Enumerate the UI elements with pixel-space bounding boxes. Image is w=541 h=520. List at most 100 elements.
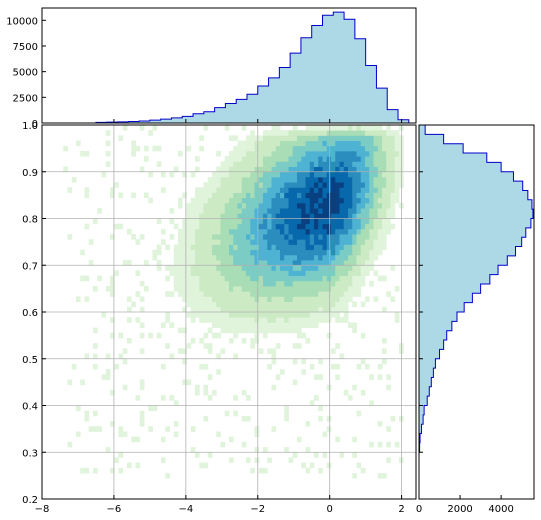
density-cell [280,280,285,287]
density-cell [352,223,357,230]
right-x-tick-label: 0 [416,504,422,515]
density-cell [258,145,264,152]
density-cell [224,254,230,261]
density-cell [360,171,366,178]
density-cell [292,343,298,349]
density-cell [382,358,387,365]
density-cell [331,171,336,178]
density-cell [178,150,183,157]
density-cell [203,125,209,131]
density-cell [229,265,234,271]
density-cell [224,275,230,282]
density-cell [318,161,323,167]
top-hist-bar [311,25,323,123]
density-cell [314,270,319,277]
density-cell [288,156,294,162]
density-cell [254,337,260,344]
density-cell [352,130,357,136]
density-cell [284,202,289,209]
density-cell [220,249,226,256]
density-cell [356,135,362,141]
density-cell [254,140,260,147]
density-cell [250,327,255,334]
density-cell [246,213,251,219]
density-cell [267,171,272,178]
density-cell [314,150,319,157]
density-cell [373,218,379,225]
density-cell [318,301,323,308]
density-cell [212,322,217,328]
density-cell [275,275,281,282]
density-cell [305,467,311,474]
density-cell [373,202,379,209]
density-cell [275,317,281,323]
density-cell [203,223,209,230]
density-cell [360,213,366,219]
density-cell [186,145,192,152]
density-cell [322,208,328,214]
density-cell [220,208,226,214]
density-cell [326,270,332,277]
density-cell [250,135,255,141]
density-cell [195,452,200,458]
density-cell [76,296,81,303]
density-cell [263,208,268,214]
density-cell [386,171,391,178]
density-cell [156,332,162,339]
density-cell [356,239,362,245]
density-cell [233,171,238,178]
density-cell [263,176,268,183]
density-cell [169,171,175,178]
density-cell [335,130,340,136]
density-cell [292,228,298,235]
density-cell [331,301,336,308]
density-cell [156,145,162,152]
density-cell [271,223,277,230]
density-cell [254,135,260,141]
density-cell [190,296,196,303]
density-cell [373,166,379,173]
density-cell [237,244,243,251]
density-cell [161,228,166,235]
density-cell [339,234,345,240]
density-cell [199,218,204,225]
density-cell [390,415,396,422]
density-cell [377,130,383,136]
density-cell [377,441,383,448]
density-cell [275,280,281,287]
density-cell [331,176,336,183]
density-cell [386,140,391,147]
density-cell [314,296,319,303]
density-cell [216,197,221,204]
density-cell [297,280,302,287]
right-hist-bar [419,433,421,444]
density-cell [356,410,362,417]
density-cell [301,176,306,183]
density-cell [233,280,238,287]
density-cell [203,234,209,240]
density-cell [343,260,349,266]
density-cell [322,291,328,297]
density-cell [382,197,387,204]
density-cell [233,291,238,297]
density-cell [212,218,217,225]
right-marginal-panel: 0 2000 4000 [416,124,535,515]
density-cell [135,270,141,277]
density-cell [203,280,209,287]
density-cell [365,265,370,271]
density-cell [237,260,243,266]
density-cell [348,286,353,292]
density-cell [224,171,230,178]
density-cell [199,187,204,193]
density-cell [203,275,209,282]
density-cell [335,176,340,183]
density-cell [305,260,311,266]
density-cell [250,208,255,214]
density-cell [309,192,315,199]
density-cell [258,270,264,277]
right-x-tick-label: 2000 [447,504,472,515]
density-cell [212,286,217,292]
density-cell [186,343,192,349]
density-cell [105,150,111,157]
density-cell [263,286,268,292]
